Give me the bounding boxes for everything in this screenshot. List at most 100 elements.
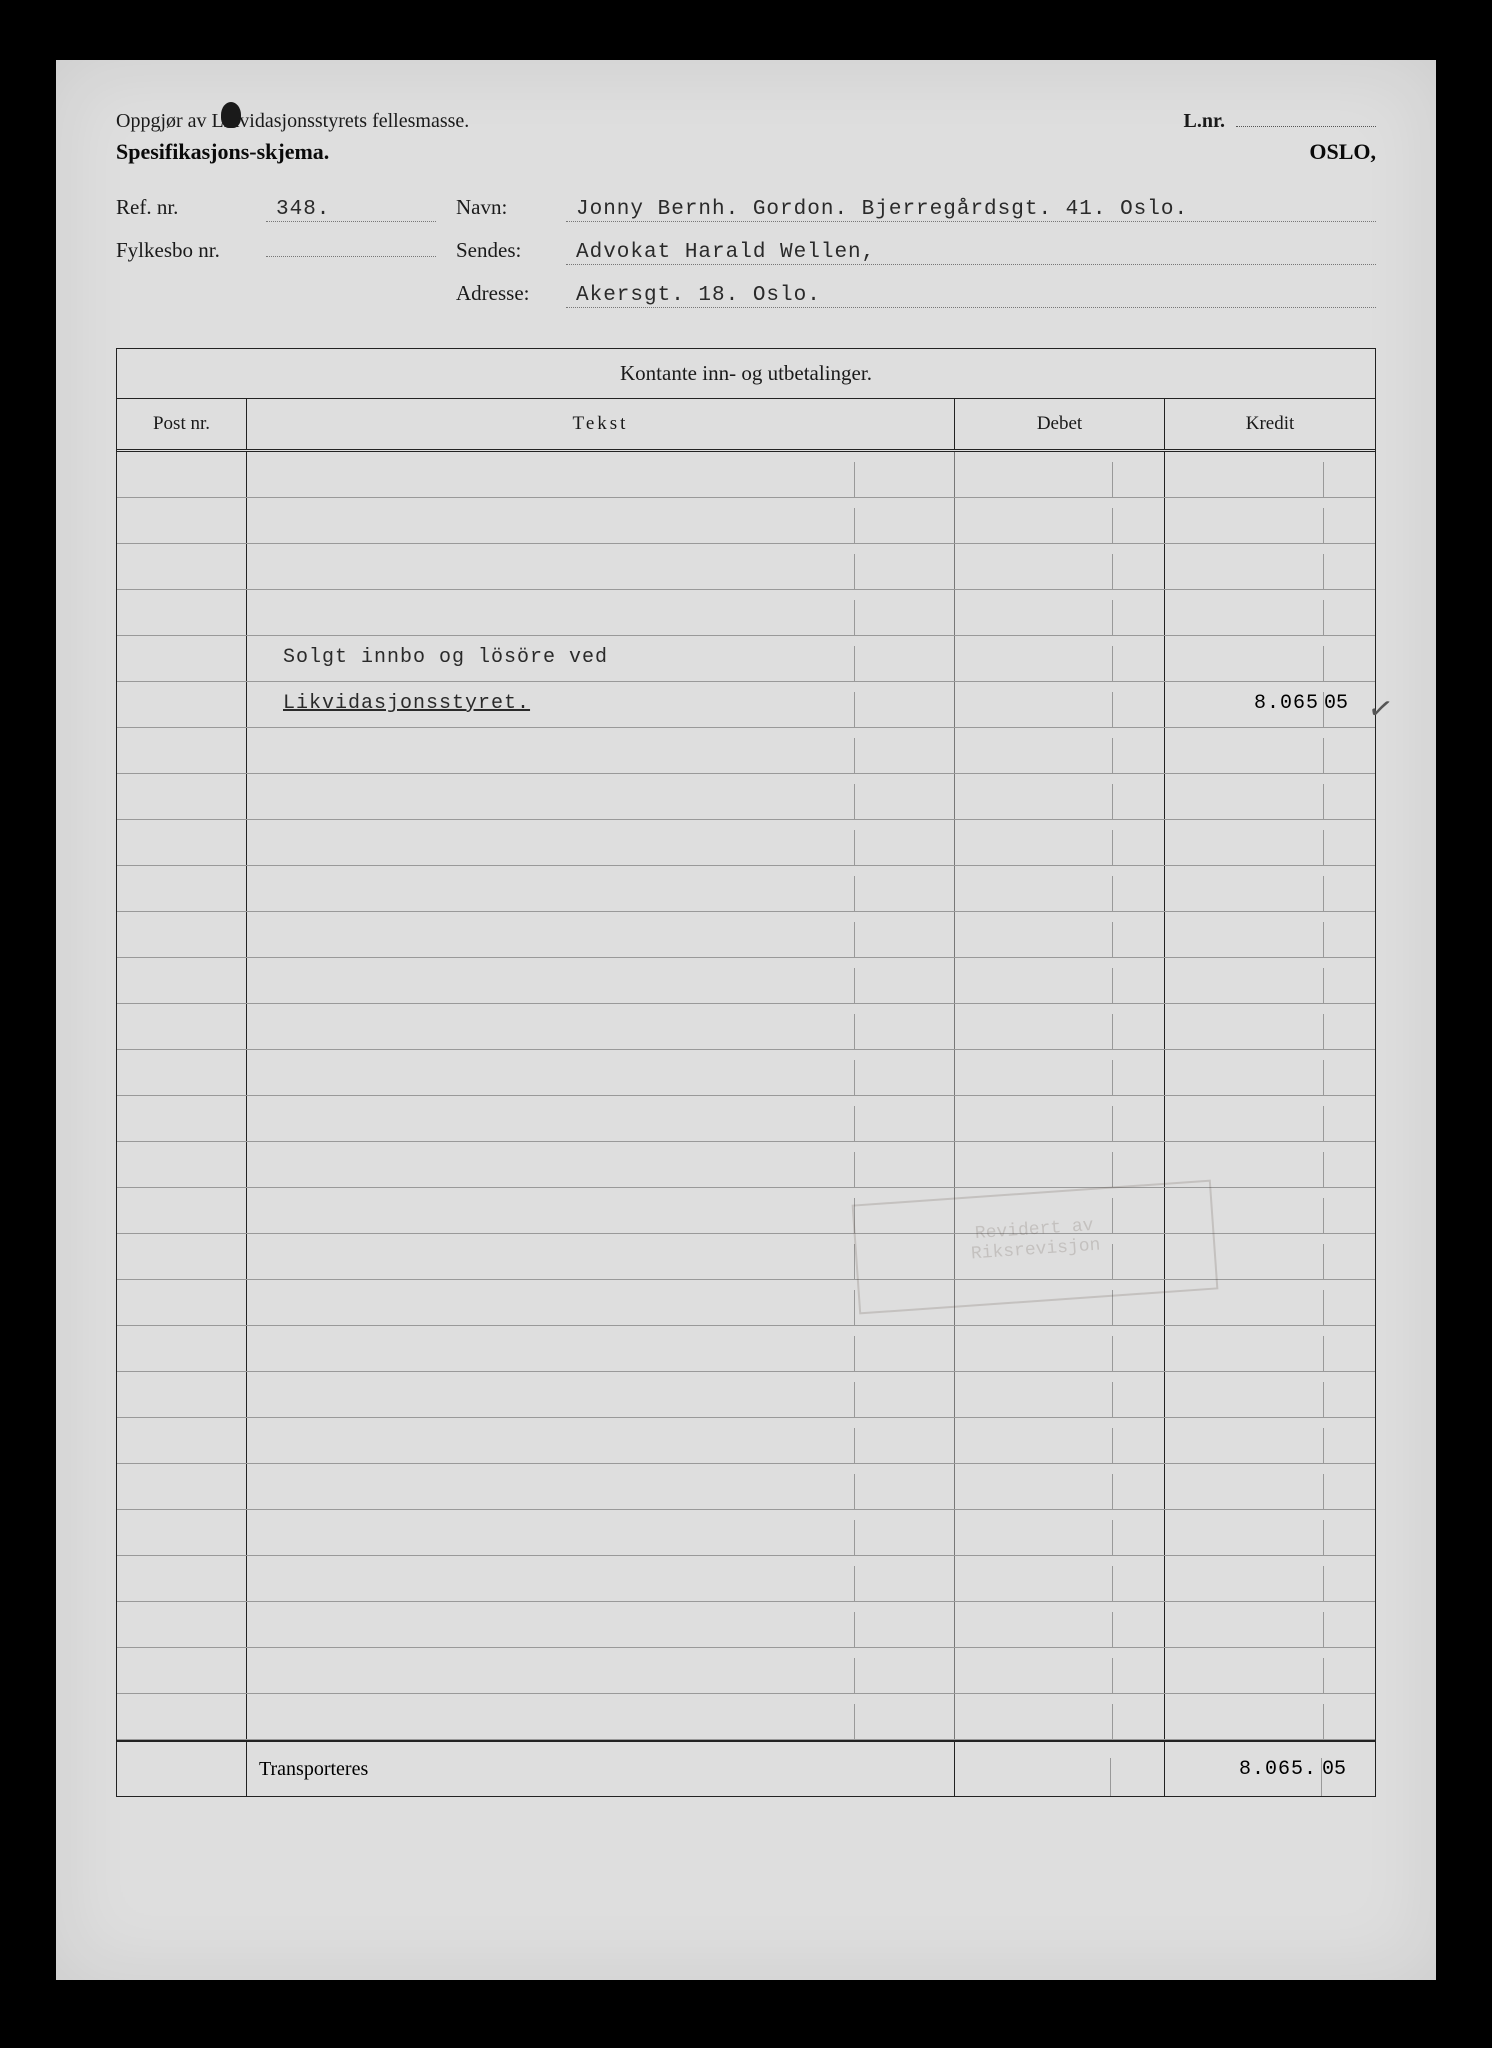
cell-post xyxy=(117,636,247,681)
ref-label: Ref. nr. xyxy=(116,195,266,220)
cell-tekst xyxy=(247,1096,955,1141)
footer-kredit-main: 8.065. xyxy=(1177,1758,1321,1796)
lnr-label-text: L.nr. xyxy=(1183,110,1225,132)
ledger-row xyxy=(117,498,1375,544)
cell-debet xyxy=(955,452,1165,497)
cell-kredit xyxy=(1165,1648,1375,1693)
cell-tekst xyxy=(247,590,955,635)
ledger-row xyxy=(117,1188,1375,1234)
ledger-row xyxy=(117,1096,1375,1142)
cell-post xyxy=(117,1694,247,1739)
cell-tekst xyxy=(247,1372,955,1417)
cell-tekst xyxy=(247,1602,955,1647)
cell-kredit xyxy=(1165,728,1375,773)
cell-debet xyxy=(955,1280,1165,1325)
ledger-row xyxy=(117,1648,1375,1694)
cell-debet xyxy=(955,866,1165,911)
cell-kredit xyxy=(1165,1096,1375,1141)
ledger-body: ✓ Revidert av Riksrevisjon Solgt innbo o… xyxy=(117,452,1375,1740)
cell-post xyxy=(117,958,247,1003)
cell-tekst xyxy=(247,1004,955,1049)
cell-post xyxy=(117,1142,247,1187)
ledger-row xyxy=(117,544,1375,590)
cell-tekst xyxy=(247,728,955,773)
field-block: Ref. nr. 348. Navn: Jonny Bernh. Gordon.… xyxy=(116,195,1376,308)
ledger-row xyxy=(117,958,1375,1004)
cell-kredit xyxy=(1165,452,1375,497)
cell-post xyxy=(117,1326,247,1371)
cell-kredit xyxy=(1165,866,1375,911)
cell-tekst xyxy=(247,958,955,1003)
ink-blot-icon xyxy=(221,102,241,128)
ledger-table: Kontante inn- og utbetalinger. Post nr. … xyxy=(116,348,1376,1797)
cell-tekst xyxy=(247,1280,955,1325)
sendes-value: Advokat Harald Wellen, xyxy=(566,241,1376,265)
cell-tekst xyxy=(247,820,955,865)
ledger-row xyxy=(117,1372,1375,1418)
cell-kredit xyxy=(1165,958,1375,1003)
cell-post xyxy=(117,774,247,819)
cell-kredit xyxy=(1165,498,1375,543)
cell-debet xyxy=(955,1326,1165,1371)
cell-post xyxy=(117,1648,247,1693)
footer-label: Transporteres xyxy=(247,1742,955,1796)
cell-tekst xyxy=(247,1648,955,1693)
cell-post xyxy=(117,866,247,911)
cell-tekst: Likvidasjonsstyret. xyxy=(247,682,955,727)
fylkesbo-label: Fylkesbo nr. xyxy=(116,238,266,263)
cell-tekst xyxy=(247,1142,955,1187)
footer-kredit-sub: 05 xyxy=(1321,1758,1363,1796)
ledger-header-row: Post nr. Tekst Debet Kredit xyxy=(117,399,1375,452)
field-row-ref-navn: Ref. nr. 348. Navn: Jonny Bernh. Gordon.… xyxy=(116,195,1376,222)
cell-debet xyxy=(955,774,1165,819)
cell-debet xyxy=(955,820,1165,865)
ref-value: 348. xyxy=(266,198,436,222)
cell-tekst xyxy=(247,912,955,957)
cell-tekst xyxy=(247,866,955,911)
cell-tekst xyxy=(247,1556,955,1601)
ledger-row xyxy=(117,820,1375,866)
cell-debet xyxy=(955,1648,1165,1693)
cell-tekst xyxy=(247,1050,955,1095)
sendes-label: Sendes: xyxy=(456,238,566,263)
cell-post xyxy=(117,452,247,497)
cell-debet xyxy=(955,682,1165,727)
cell-kredit xyxy=(1165,1004,1375,1049)
cell-post xyxy=(117,1418,247,1463)
navn-value: Jonny Bernh. Gordon. Bjerregårdsgt. 41. … xyxy=(566,198,1376,222)
lnr-label: L.nr. xyxy=(1183,110,1376,133)
cell-debet xyxy=(955,1004,1165,1049)
cell-kredit xyxy=(1165,1464,1375,1509)
adresse-value: Akersgt. 18. Oslo. xyxy=(566,284,1376,308)
cell-debet xyxy=(955,1510,1165,1555)
cell-kredit xyxy=(1165,1602,1375,1647)
cell-post xyxy=(117,1464,247,1509)
footer-kredit: 8.065. 05 xyxy=(1165,1742,1375,1796)
cell-kredit: 8.06505 xyxy=(1165,682,1375,727)
cell-post xyxy=(117,1004,247,1049)
cell-post xyxy=(117,1602,247,1647)
cell-debet xyxy=(955,912,1165,957)
header-org-line: Oppgjør av Likvidasjonsstyrets fellesmas… xyxy=(116,110,469,133)
cell-debet xyxy=(955,1602,1165,1647)
ledger-row xyxy=(117,1142,1375,1188)
ledger-row xyxy=(117,866,1375,912)
cell-tekst xyxy=(247,1234,955,1279)
cell-tekst xyxy=(247,498,955,543)
ledger-row xyxy=(117,1234,1375,1280)
cell-tekst xyxy=(247,544,955,589)
cell-kredit xyxy=(1165,1326,1375,1371)
form-title: Spesifikasjons-skjema. xyxy=(116,139,329,165)
cell-kredit xyxy=(1165,1142,1375,1187)
cell-tekst xyxy=(247,1694,955,1739)
cell-post xyxy=(117,590,247,635)
cell-tekst xyxy=(247,1510,955,1555)
cell-debet xyxy=(955,958,1165,1003)
cell-kredit xyxy=(1165,1280,1375,1325)
cell-kredit xyxy=(1165,1694,1375,1739)
ledger-row xyxy=(117,590,1375,636)
header-row-1: Oppgjør av Likvidasjonsstyrets fellesmas… xyxy=(116,110,1376,133)
cell-post xyxy=(117,1556,247,1601)
document-page: Oppgjør av Likvidasjonsstyrets fellesmas… xyxy=(56,60,1436,1980)
ledger-footer: Transporteres 8.065. 05 xyxy=(117,1740,1375,1796)
